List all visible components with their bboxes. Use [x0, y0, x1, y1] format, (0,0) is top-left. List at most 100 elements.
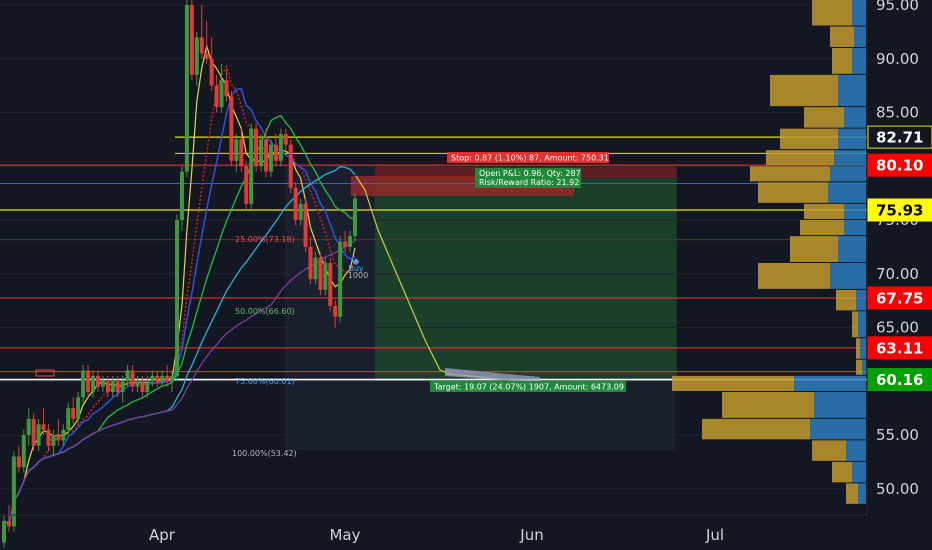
- candle-body-63: [313, 257, 318, 280]
- candle-body-57: [283, 134, 288, 145]
- candle-body-35: [175, 220, 180, 376]
- fib-label-25: 25.00%(73.18): [235, 235, 295, 244]
- candle-body-24: [120, 381, 125, 392]
- price-tag-box-5: [867, 368, 932, 392]
- volume-bar-up-6: [766, 150, 834, 166]
- volume-bar-up-9: [804, 203, 844, 219]
- volume-bar-down-1: [854, 26, 866, 47]
- price-axis-label-1: 90.00: [876, 50, 919, 68]
- horizontal-levels: [0, 136, 867, 381]
- price-tag-label-1: 80.10: [876, 157, 923, 175]
- volume-bar-down-11: [838, 236, 866, 262]
- volume-bar-down-15: [860, 338, 866, 359]
- candle-body-43: [214, 85, 219, 108]
- candle-body-32: [160, 375, 165, 382]
- candle-body-65: [323, 263, 328, 290]
- ma-blue: [3, 88, 356, 525]
- candle-body-25: [125, 370, 130, 382]
- volume-bar-down-22: [858, 483, 866, 504]
- price-axis-label-9: 50.00: [876, 480, 919, 498]
- candle-body-30: [150, 375, 155, 382]
- volume-bar-up-4: [804, 107, 844, 128]
- time-axis-label-0: Apr: [149, 526, 176, 544]
- candle-body-58: [288, 144, 293, 188]
- candle-body-22: [110, 381, 115, 392]
- volume-bar-up-19: [702, 418, 810, 440]
- volume-bar-down-10: [844, 220, 866, 236]
- volume-bar-up-22: [846, 483, 858, 504]
- volume-bar-down-0: [852, 0, 866, 26]
- volume-bar-down-13: [856, 289, 866, 311]
- candle-body-1: [6, 521, 11, 527]
- price-tag-label-4: 63.11: [876, 339, 923, 357]
- candle-body-62: [308, 246, 313, 280]
- price-axis-label-5: 70.00: [876, 265, 919, 283]
- price-axis-label-2: 85.00: [876, 104, 919, 122]
- candle-body-50: [249, 128, 254, 204]
- candle-body-19: [95, 375, 100, 387]
- candle-body-21: [105, 381, 110, 392]
- candle-body-10: [51, 435, 56, 446]
- candle-body-31: [155, 375, 160, 382]
- candle-body-40: [199, 37, 204, 54]
- volume-bar-down-18: [814, 392, 866, 418]
- target-label-box: [430, 381, 626, 392]
- price-tag-label-2: 75.93: [876, 202, 923, 220]
- candle-body-54: [268, 144, 273, 172]
- buy-qty: 1000: [348, 271, 368, 280]
- candle-body-3: [16, 456, 21, 468]
- candlesticks: [2, 0, 357, 548]
- candle-body-56: [278, 134, 283, 161]
- candle-body-36: [179, 171, 184, 220]
- volume-bar-down-5: [838, 128, 866, 150]
- candle-body-44: [219, 80, 224, 108]
- candle-body-46: [229, 96, 234, 161]
- candle-body-45: [224, 80, 229, 97]
- volume-bar-down-17: [794, 375, 866, 391]
- candle-body-27: [135, 381, 140, 387]
- candle-body-2: [11, 456, 16, 527]
- volume-bar-down-4: [844, 107, 866, 128]
- candle-body-49: [244, 166, 249, 204]
- candle-body-26: [130, 370, 135, 387]
- volume-bar-down-20: [846, 440, 866, 461]
- candle-body-42: [209, 58, 214, 86]
- volume-bar-up-15: [856, 338, 860, 359]
- price-tag-box-4: [867, 336, 932, 360]
- candle-body-59: [293, 187, 298, 220]
- volume-bar-down-8: [828, 182, 866, 203]
- volume-bar-up-5: [780, 128, 838, 150]
- volume-bar-down-3: [838, 74, 866, 107]
- stop-label-box: [447, 152, 609, 163]
- target-arrow: [445, 368, 540, 383]
- volume-bar-up-20: [812, 440, 846, 461]
- volume-bar-down-19: [810, 418, 866, 440]
- candle-body-15: [76, 397, 81, 419]
- price-tags: 82.71 80.10 75.93 67.75 63.11 60.16: [867, 125, 932, 392]
- candle-body-8: [41, 424, 46, 430]
- volume-bar-down-16: [862, 359, 866, 375]
- candle-body-7: [36, 424, 41, 446]
- volume-bar-up-1: [830, 26, 854, 47]
- candle-body-51: [254, 128, 259, 167]
- level-marker: [35, 369, 55, 377]
- time-axis-label-1: May: [329, 526, 360, 544]
- candle-body-11: [56, 435, 61, 441]
- buy-label: Buy: [348, 264, 364, 273]
- volume-bar-up-11: [790, 236, 838, 262]
- candle-body-69: [343, 241, 348, 247]
- volume-profile: [672, 0, 866, 504]
- candle-body-38: [189, 5, 194, 75]
- volume-bar-down-12: [830, 263, 866, 289]
- candle-body-0: [2, 521, 6, 543]
- volume-bar-up-18: [722, 392, 814, 418]
- volume-bar-up-12: [758, 263, 830, 289]
- ma-purple: [3, 239, 356, 525]
- candle-body-52: [259, 139, 264, 167]
- volume-bar-up-3: [770, 74, 838, 107]
- candle-body-20: [100, 381, 105, 387]
- volume-bar-up-7: [750, 166, 830, 182]
- volume-bar-up-21: [832, 461, 852, 483]
- candle-body-60: [298, 203, 303, 220]
